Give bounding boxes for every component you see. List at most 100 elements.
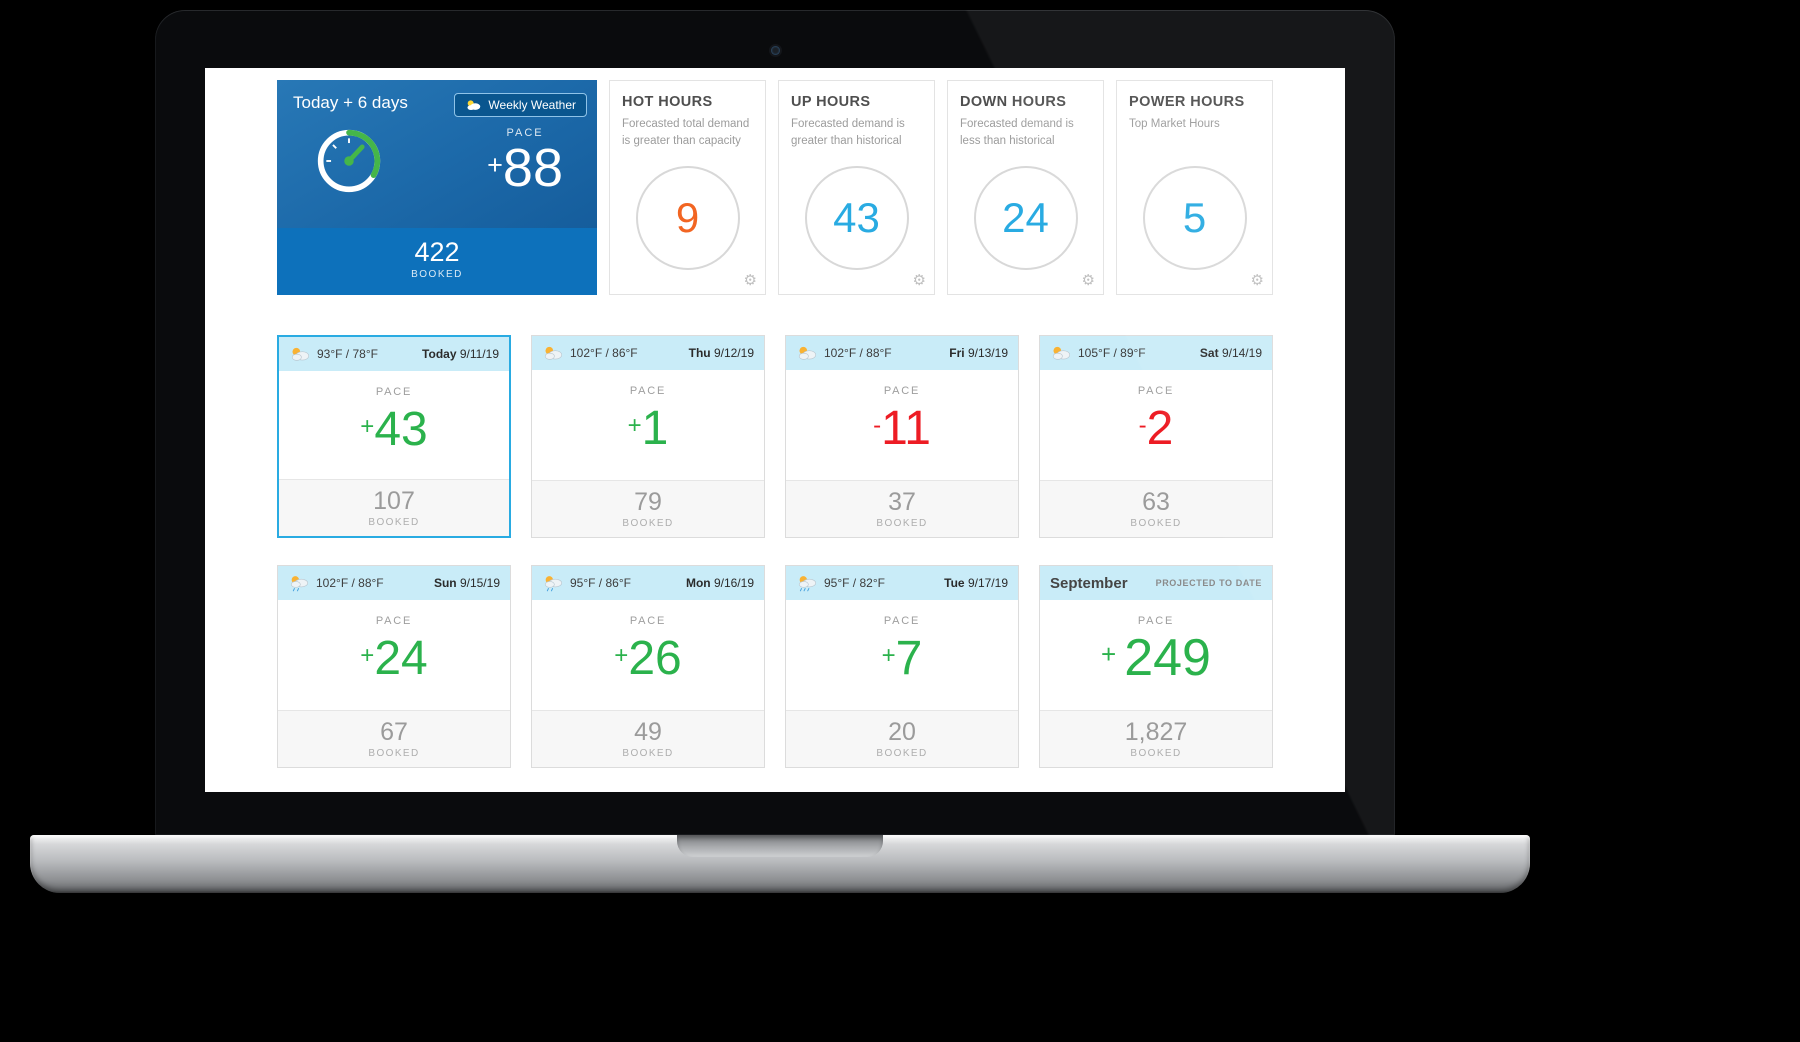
weekly-pace-top: Today + 6 days Weekly Weather	[277, 80, 597, 228]
date-label: 9/17/19	[967, 576, 1008, 590]
temps-label: 105°F / 89°F	[1078, 346, 1146, 360]
weekly-weather-label: Weekly Weather	[488, 98, 576, 112]
day-card-header: 105°F / 89°F Sat 9/14/19	[1040, 336, 1272, 370]
day-card-tue[interactable]: 95°F / 82°F Tue 9/17/19 PACE +7 20 BOOKE…	[785, 565, 1019, 768]
month-card-header: September PROJECTED TO DATE	[1040, 566, 1272, 600]
gauge-icon	[317, 129, 381, 193]
weekly-booked: 422 BOOKED	[277, 228, 597, 295]
gear-icon[interactable]: ⚙	[1081, 272, 1095, 289]
weekly-pace-card: Today + 6 days Weekly Weather	[277, 80, 597, 295]
sun-cloud-rain-icon	[290, 575, 309, 591]
stat-card-hot-hours: HOT HOURS Forecasted total demand is gre…	[609, 80, 766, 295]
day-card-header: 102°F / 88°F Fri 9/13/19	[786, 336, 1018, 370]
day-label: Tue	[944, 576, 965, 590]
day-card-pace: PACE +24	[278, 600, 510, 710]
stat-value: 24	[1002, 194, 1049, 241]
laptop-base	[30, 835, 1530, 893]
day-card-pace: PACE +7	[786, 600, 1018, 710]
day-card-thu[interactable]: 102°F / 86°F Thu 9/12/19 PACE +1 79 BOOK…	[531, 335, 765, 538]
stat-title: POWER HOURS	[1129, 94, 1245, 110]
gear-icon[interactable]: ⚙	[912, 272, 926, 289]
pace-label: PACE	[375, 386, 413, 398]
day-card-booked: 79 BOOKED	[532, 480, 764, 537]
booked-value: 37	[888, 488, 916, 516]
weekly-booked-label: BOOKED	[411, 269, 463, 280]
day-card-pace: PACE +26	[532, 600, 764, 710]
pace-label: PACE	[629, 385, 667, 397]
day-label: Sat	[1199, 346, 1219, 360]
weekly-pace-title: Today + 6 days	[293, 93, 408, 112]
day-card-today[interactable]: 93°F / 78°F Today 9/11/19 PACE +43 107 B…	[277, 335, 511, 538]
stat-value: 9	[675, 194, 700, 241]
date-label: 9/11/19	[459, 347, 499, 361]
stat-card-power-hours: POWER HOURS Top Market Hours 5 ⚙	[1116, 80, 1273, 295]
projected-to-date-badge: PROJECTED TO DATE	[1155, 578, 1262, 588]
day-cards-row-1: 93°F / 78°F Today 9/11/19 PACE +43 107 B…	[277, 335, 1273, 538]
stat-description: Top Market Hours	[1129, 118, 1220, 130]
date-label: 9/16/19	[713, 576, 754, 590]
booked-value: 67	[380, 718, 408, 746]
day-card-mon[interactable]: 95°F / 86°F Mon 9/16/19 PACE +26 49 BOOK…	[531, 565, 765, 768]
booked-label: BOOKED	[876, 748, 928, 759]
day-card-header: 102°F / 86°F Thu 9/12/19	[532, 336, 764, 370]
sun-cloud-icon	[467, 99, 481, 110]
laptop-notch	[677, 835, 883, 857]
day-card-booked: 67 BOOKED	[278, 710, 510, 767]
booked-value: 20	[888, 718, 916, 746]
stat-circle: 43	[804, 166, 909, 270]
pace-value: +26	[614, 632, 682, 685]
weekly-pace-value: +88	[487, 138, 563, 198]
month-card-booked: 1,827 BOOKED	[1040, 710, 1272, 767]
sun-cloud-icon	[291, 347, 310, 361]
pace-value: +1	[627, 402, 669, 455]
pace-value: +249	[1101, 629, 1211, 687]
day-card-fri[interactable]: 102°F / 88°F Fri 9/13/19 PACE -11 37 BOO…	[785, 335, 1019, 538]
stat-description: Forecasted total demand is greater than …	[622, 118, 750, 147]
month-card-pace: PACE +249	[1040, 600, 1272, 710]
booked-label: BOOKED	[1130, 518, 1182, 529]
gear-icon[interactable]: ⚙	[1250, 272, 1264, 289]
day-card-header: 93°F / 78°F Today 9/11/19	[279, 337, 509, 371]
temps-label: 95°F / 82°F	[824, 576, 885, 590]
sun-cloud-rain-icon	[798, 575, 817, 591]
pace-label: PACE	[375, 615, 413, 627]
day-card-pace: PACE +43	[279, 371, 509, 479]
temps-label: 93°F / 78°F	[317, 347, 378, 361]
stat-title: DOWN HOURS	[960, 94, 1067, 110]
pace-value: +7	[881, 632, 923, 685]
rain-marks	[546, 587, 554, 591]
rain-marks	[292, 587, 300, 591]
stat-value: 43	[833, 194, 880, 241]
day-card-sun[interactable]: 102°F / 88°F Sun 9/15/19 PACE +24 67 BOO…	[277, 565, 511, 768]
booked-value: 79	[634, 488, 662, 516]
top-summary-row: Today + 6 days Weekly Weather	[277, 80, 1273, 295]
day-card-booked: 49 BOOKED	[532, 710, 764, 767]
month-projection-card[interactable]: September PROJECTED TO DATE PACE +249 1,…	[1039, 565, 1273, 768]
temps-label: 102°F / 88°F	[316, 576, 384, 590]
stat-card-down-hours: DOWN HOURS Forecasted demand is less tha…	[947, 80, 1104, 295]
pace-label: PACE	[883, 385, 921, 397]
day-cards-row-2: 102°F / 88°F Sun 9/15/19 PACE +24 67 BOO…	[277, 565, 1273, 768]
stat-circle: 5	[1142, 166, 1247, 270]
rain-marks	[799, 587, 810, 591]
day-card-header: 102°F / 88°F Sun 9/15/19	[278, 566, 510, 600]
stat-title: UP HOURS	[791, 94, 871, 110]
date-label: 9/12/19	[713, 346, 754, 360]
day-label: Sun	[433, 576, 457, 590]
booked-value: 107	[373, 487, 415, 515]
pace-label: PACE	[1137, 615, 1175, 627]
stat-circle: 24	[973, 166, 1078, 270]
booked-label: BOOKED	[876, 518, 928, 529]
weekly-weather-button[interactable]: Weekly Weather	[454, 93, 587, 117]
day-label: Mon	[685, 576, 711, 590]
day-card-sat[interactable]: 105°F / 89°F Sat 9/14/19 PACE -2 63 BOOK…	[1039, 335, 1273, 538]
booked-label: BOOKED	[622, 518, 674, 529]
stat-card-up-hours: UP HOURS Forecasted demand is greater th…	[778, 80, 935, 295]
gear-icon[interactable]: ⚙	[743, 272, 757, 289]
day-card-pace: PACE -2	[1040, 370, 1272, 480]
day-card-pace: PACE -11	[786, 370, 1018, 480]
day-card-booked: 37 BOOKED	[786, 480, 1018, 537]
sun-cloud-icon	[544, 346, 563, 360]
stat-circle: 9	[635, 166, 740, 270]
